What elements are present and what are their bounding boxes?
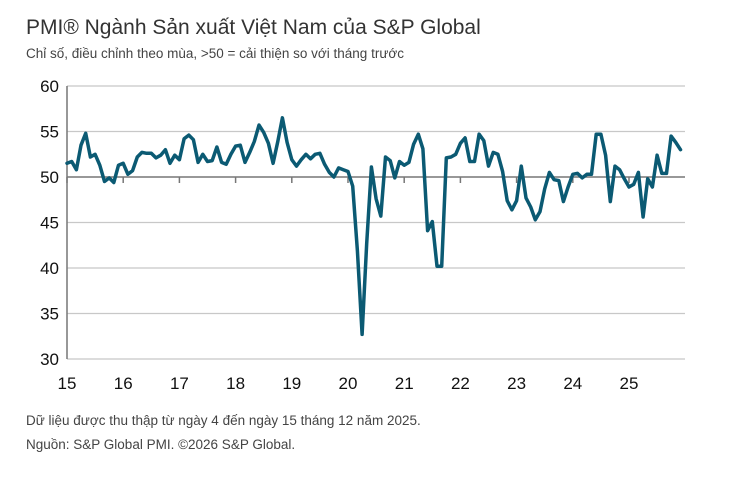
y-tick-label: 55	[40, 123, 59, 142]
chart-title: PMI® Ngành Sản xuất Việt Nam của S&P Glo…	[26, 16, 481, 39]
x-tick-label: 22	[451, 374, 470, 393]
y-tick-label: 35	[40, 305, 59, 324]
x-tick-label: 16	[114, 374, 133, 393]
x-tick-label: 18	[226, 374, 245, 393]
y-tick-label: 45	[40, 214, 59, 233]
x-tick-label: 20	[339, 374, 358, 393]
y-tick-label: 50	[40, 168, 59, 187]
y-tick-label: 60	[40, 77, 59, 96]
data-collection-note: Dữ liệu được thu thập từ ngày 4 đến ngày…	[26, 413, 421, 428]
source-note: Nguồn: S&P Global PMI. ©2026 S&P Global.	[26, 437, 296, 452]
y-tick-label: 40	[40, 259, 59, 278]
x-tick-label: 19	[282, 374, 301, 393]
chart-subtitle: Chỉ số, điều chỉnh theo mùa, >50 = cải t…	[26, 46, 404, 61]
x-tick-label: 25	[620, 374, 639, 393]
x-tick-label: 17	[170, 374, 189, 393]
x-tick-label: 15	[58, 374, 77, 393]
pmi-series-line	[65, 116, 683, 337]
y-tick-label: 30	[40, 350, 59, 369]
x-tick-label: 21	[395, 374, 414, 393]
x-tick-label: 23	[507, 374, 526, 393]
x-tick-label: 24	[563, 374, 582, 393]
